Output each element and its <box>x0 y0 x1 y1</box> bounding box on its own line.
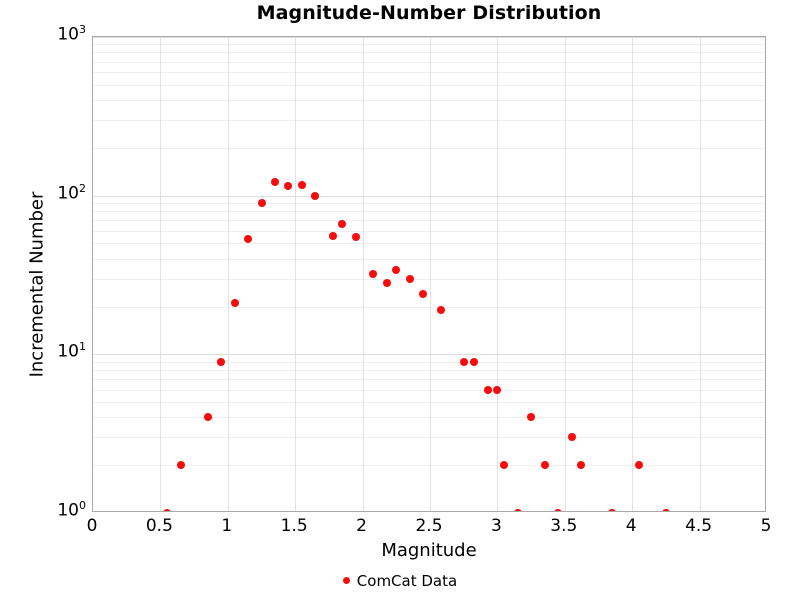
y-tick-label: 103 <box>57 23 86 45</box>
data-point <box>284 182 293 191</box>
gridline-vertical <box>497 37 498 511</box>
data-point <box>163 509 172 511</box>
gridline-vertical <box>160 37 161 511</box>
data-point <box>470 357 479 366</box>
x-tick-label: 4.5 <box>685 516 713 536</box>
x-tick-label: 2.5 <box>415 516 443 536</box>
gridline-horizontal-minor <box>93 44 765 45</box>
chart-title: Magnitude-Number Distribution <box>256 2 602 24</box>
gridline-horizontal-minor <box>93 379 765 380</box>
chart-legend: ComCat Data <box>0 572 800 590</box>
gridline-horizontal-minor <box>93 259 765 260</box>
gridline-horizontal-minor <box>93 148 765 149</box>
gridline-horizontal-major <box>93 37 765 38</box>
x-axis-label: Magnitude <box>381 540 477 561</box>
gridline-horizontal-minor <box>93 390 765 391</box>
data-point <box>436 306 445 315</box>
plot-area <box>92 36 766 512</box>
gridline-horizontal-major <box>93 196 765 197</box>
gridline-horizontal-minor <box>93 417 765 418</box>
gridline-horizontal-minor <box>93 465 765 466</box>
y-tick-label: 101 <box>57 340 86 362</box>
data-point <box>351 232 360 241</box>
gridline-vertical <box>295 37 296 511</box>
gridline-horizontal-minor <box>93 62 765 63</box>
x-tick-label: 4 <box>625 516 637 536</box>
data-point <box>382 279 391 288</box>
data-point <box>513 509 522 511</box>
data-point <box>257 198 266 207</box>
data-point <box>607 509 616 511</box>
gridline-horizontal-minor <box>93 85 765 86</box>
gridline-horizontal-minor <box>93 279 765 280</box>
data-point <box>203 413 212 422</box>
gridline-horizontal-minor <box>93 231 765 232</box>
data-point <box>311 191 320 200</box>
data-point <box>392 266 401 274</box>
gridline-horizontal-minor <box>93 370 765 371</box>
data-point <box>500 461 509 470</box>
gridline-horizontal-minor <box>93 72 765 73</box>
data-point <box>540 461 549 470</box>
data-point <box>230 299 239 308</box>
data-point <box>483 385 492 394</box>
legend-label: ComCat Data <box>356 572 458 590</box>
legend-marker-icon <box>342 577 350 584</box>
gridline-vertical <box>430 37 431 511</box>
data-point <box>567 433 576 442</box>
x-tick-label: 3.5 <box>550 516 578 536</box>
data-point <box>661 509 670 511</box>
data-point <box>369 270 378 279</box>
y-tick-label: 102 <box>57 181 86 204</box>
gridline-horizontal-minor <box>93 220 765 221</box>
data-point <box>338 220 347 229</box>
gridline-horizontal-minor <box>93 437 765 438</box>
data-point <box>270 177 279 186</box>
x-tick-label: 1 <box>221 516 233 536</box>
gridline-horizontal-major <box>93 354 765 355</box>
data-point <box>576 461 585 470</box>
gridline-horizontal-minor <box>93 52 765 53</box>
gridline-vertical <box>632 37 633 511</box>
gridline-horizontal-minor <box>93 402 765 403</box>
y-axis-label: Incremental Number <box>26 191 48 378</box>
gridline-vertical <box>700 37 701 511</box>
data-point <box>419 290 428 298</box>
gridline-horizontal-minor <box>93 307 765 308</box>
data-point <box>328 231 337 240</box>
gridline-horizontal-minor <box>93 120 765 121</box>
legend-item: ComCat Data <box>342 572 458 590</box>
y-tick-label: 100 <box>57 499 86 521</box>
gridline-horizontal-minor <box>93 362 765 363</box>
gridline-horizontal-minor <box>93 203 765 204</box>
data-point <box>634 461 643 470</box>
gridline-vertical <box>363 37 364 511</box>
data-point <box>244 235 253 244</box>
gridline-horizontal-minor <box>93 211 765 212</box>
data-point <box>459 357 468 366</box>
data-point <box>554 509 563 511</box>
x-tick-label: 5 <box>760 516 772 536</box>
data-point <box>176 461 185 470</box>
data-point <box>527 413 536 422</box>
x-tick-label: 0.5 <box>145 516 173 536</box>
data-point <box>405 274 414 283</box>
data-point <box>217 357 226 366</box>
gridline-vertical <box>565 37 566 511</box>
gridline-vertical <box>228 37 229 511</box>
x-tick-label: 1.5 <box>280 516 308 536</box>
x-tick-label: 2 <box>356 516 367 536</box>
data-point <box>297 180 306 189</box>
x-tick-label: 3 <box>490 516 502 536</box>
gridline-horizontal-minor <box>93 100 765 101</box>
x-tick-label: 0 <box>86 516 98 536</box>
gridline-horizontal-minor <box>93 243 765 244</box>
data-point <box>493 385 502 394</box>
